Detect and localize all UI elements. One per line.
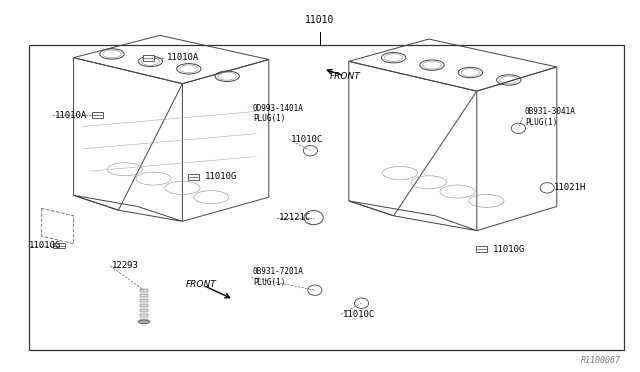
Text: 11010G: 11010G	[29, 241, 61, 250]
Text: 11010C: 11010C	[291, 135, 323, 144]
Text: 0B931-3041A
PLUG(1): 0B931-3041A PLUG(1)	[525, 108, 575, 127]
Text: R1100067: R1100067	[581, 356, 621, 365]
Text: 12293: 12293	[112, 262, 139, 270]
Text: FRONT: FRONT	[186, 280, 217, 289]
Bar	[140, 314, 148, 317]
Text: 11010G: 11010G	[205, 172, 237, 181]
Ellipse shape	[355, 298, 369, 308]
Bar	[140, 319, 148, 322]
Text: FRONT: FRONT	[330, 72, 361, 81]
Text: 0D993-1401A
PLUG(1): 0D993-1401A PLUG(1)	[253, 104, 303, 123]
Text: 0B931-7201A
PLUG(1): 0B931-7201A PLUG(1)	[253, 267, 303, 287]
Ellipse shape	[304, 211, 323, 225]
Bar	[92, 112, 103, 118]
Ellipse shape	[308, 285, 322, 295]
Bar	[140, 289, 148, 292]
Text: 11010C: 11010C	[342, 310, 374, 319]
Bar	[29, 45, 624, 350]
Bar	[140, 294, 148, 297]
Ellipse shape	[540, 183, 554, 193]
Text: 11010: 11010	[305, 16, 335, 25]
Text: 11010A: 11010A	[166, 53, 198, 62]
Bar	[188, 174, 199, 180]
Ellipse shape	[138, 320, 150, 324]
Text: 11010G: 11010G	[493, 245, 525, 254]
Ellipse shape	[511, 123, 525, 134]
Bar	[143, 55, 154, 61]
Text: 11021H: 11021H	[554, 183, 586, 192]
Bar	[53, 243, 65, 248]
Ellipse shape	[303, 145, 317, 156]
Bar	[476, 246, 487, 252]
Bar	[140, 304, 148, 307]
Text: 11010A: 11010A	[54, 111, 86, 120]
Text: 12121C: 12121C	[278, 213, 310, 222]
Bar	[140, 309, 148, 312]
Bar	[140, 299, 148, 302]
